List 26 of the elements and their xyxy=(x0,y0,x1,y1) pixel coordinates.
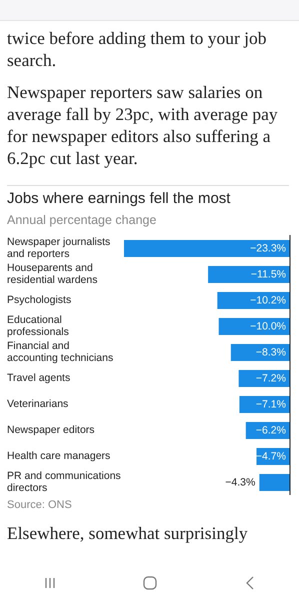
data-label: −10.0% xyxy=(250,320,286,332)
data-label: −7.2% xyxy=(256,372,286,384)
text: Elsewhere, somewhat surprisingly xyxy=(6,522,249,544)
source-note: Source: ONS xyxy=(6,498,73,511)
y-tick-label: Newspaper editors xyxy=(7,424,95,436)
chart-title: Jobs where earnings fell the most xyxy=(6,189,232,207)
data-label: −4.3% xyxy=(225,476,256,488)
data-label: −8.3% xyxy=(256,346,286,358)
data-label: −6.2% xyxy=(256,424,286,436)
data-label: −11.5% xyxy=(250,268,286,280)
y-tick-label: Travel agents xyxy=(7,372,70,384)
y-tick-label: Financial and accounting technicians xyxy=(7,340,114,364)
text: Newspaper reporters saw salaries on average fall by 23pc, with average pay for newspaper editors also suffering a 6.2pc cut last year. xyxy=(7,81,279,169)
data-label: −10.2% xyxy=(250,294,286,306)
data-label: −7.1% xyxy=(256,398,286,410)
y-tick-label: PR and communications directors xyxy=(7,470,121,494)
y-tick-label: Veterinarians xyxy=(7,398,68,410)
text: twice before adding them to your job search. xyxy=(7,27,268,71)
data-label: −4.7% xyxy=(256,450,286,462)
data-label: −23.3% xyxy=(250,242,286,254)
y-tick-label: Educational professionals xyxy=(7,314,69,338)
y-tick-label: Newspaper journalists and reporters xyxy=(7,236,110,260)
y-tick-label: Psychologists xyxy=(7,294,72,306)
y-tick-label: Houseparents and residential wardens xyxy=(7,262,98,286)
chart-subtitle: Annual percentage change xyxy=(6,212,158,229)
y-tick-label: Health care managers xyxy=(7,450,110,462)
